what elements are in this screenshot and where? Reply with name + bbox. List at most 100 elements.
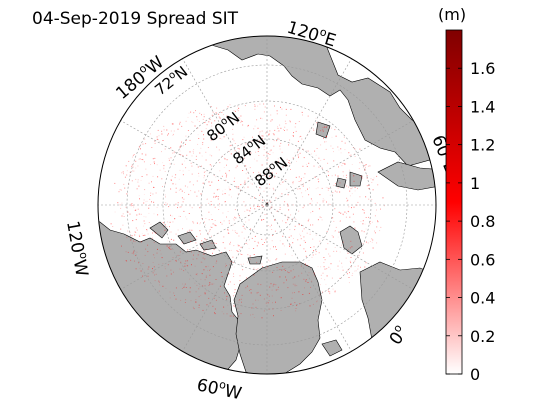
spread-speckle (332, 236, 334, 238)
spread-speckle (245, 143, 247, 145)
spread-speckle (135, 227, 137, 229)
spread-speckle (181, 125, 183, 127)
spread-speckle (263, 298, 265, 300)
spread-speckle (212, 223, 214, 225)
spread-speckle (228, 187, 230, 189)
spread-speckle (269, 201, 271, 203)
spread-speckle (351, 207, 352, 209)
spread-speckle (328, 291, 330, 293)
spread-speckle (126, 193, 128, 195)
spread-speckle (151, 201, 152, 203)
spread-speckle (353, 175, 355, 177)
spread-speckle (371, 182, 373, 183)
spread-speckle (157, 139, 159, 141)
spread-speckle (238, 315, 240, 317)
spread-speckle (127, 251, 129, 253)
spread-speckle (303, 278, 305, 280)
spread-speckle (257, 205, 258, 207)
spread-speckle (231, 196, 232, 198)
spread-speckle (238, 148, 240, 150)
spread-speckle (172, 152, 174, 154)
spread-speckle (218, 179, 219, 181)
spread-speckle (376, 226, 378, 228)
spread-speckle (263, 154, 265, 156)
spread-speckle (190, 111, 192, 113)
spread-speckle (298, 157, 299, 159)
spread-speckle (309, 187, 310, 189)
spread-speckle (251, 307, 253, 309)
spread-speckle (340, 220, 341, 222)
spread-speckle (298, 156, 300, 158)
spread-speckle (130, 203, 132, 205)
spread-speckle (377, 221, 379, 223)
spread-speckle (273, 283, 275, 285)
spread-speckle (189, 287, 191, 289)
spread-speckle (150, 195, 151, 196)
spread-speckle (130, 239, 132, 241)
spread-speckle (194, 265, 196, 267)
spread-speckle (282, 235, 284, 237)
spread-speckle (215, 112, 217, 114)
spread-speckle (303, 205, 305, 207)
spread-speckle (236, 122, 238, 124)
spread-speckle (245, 221, 247, 223)
spread-speckle (306, 135, 307, 137)
spread-speckle (322, 200, 324, 202)
spread-speckle (138, 158, 140, 160)
spread-speckle (203, 254, 205, 255)
spread-speckle (218, 116, 220, 118)
meridian-line (182, 58, 268, 206)
spread-speckle (125, 260, 127, 262)
spread-speckle (267, 259, 269, 261)
spread-speckle (281, 181, 283, 183)
spread-speckle (196, 195, 198, 197)
spread-speckle (133, 206, 135, 208)
spread-speckle (239, 118, 241, 120)
spread-speckle (119, 204, 121, 206)
spread-speckle (219, 285, 221, 287)
spread-speckle (229, 145, 231, 147)
spread-speckle (141, 159, 143, 160)
spread-speckle (138, 185, 140, 187)
spread-speckle (127, 230, 129, 232)
spread-speckle (206, 290, 208, 291)
spread-speckle (228, 194, 230, 196)
spread-speckle (246, 285, 248, 287)
spread-speckle (287, 219, 288, 221)
graticule (98, 36, 436, 374)
spread-speckle (126, 170, 128, 172)
spread-speckle (174, 218, 176, 220)
spread-speckle (280, 297, 282, 299)
spread-speckle (174, 177, 176, 179)
spread-speckle (290, 235, 292, 237)
spread-speckle (247, 243, 249, 245)
spread-speckle (273, 315, 274, 317)
spread-speckle (215, 225, 217, 227)
spread-speckle (247, 152, 249, 154)
spread-speckle (227, 106, 229, 108)
spread-speckle (319, 119, 321, 121)
spread-speckle (136, 251, 138, 253)
spread-speckle (316, 148, 318, 149)
spread-speckle (355, 270, 357, 272)
spread-speckle (233, 283, 235, 285)
spread-speckle (295, 308, 297, 309)
spread-speckle (234, 289, 236, 291)
spread-speckle (185, 299, 187, 301)
spread-speckle (219, 170, 221, 172)
spread-speckle (319, 284, 321, 286)
spread-speckle (315, 234, 317, 236)
spread-speckle (207, 265, 209, 267)
spread-speckle (274, 129, 276, 131)
spread-speckle (325, 148, 327, 150)
spread-speckle (210, 106, 212, 107)
spread-speckle (162, 285, 164, 287)
spread-speckle (240, 144, 242, 146)
spread-speckle (185, 216, 187, 218)
spread-speckle (269, 154, 271, 155)
spread-speckle (260, 198, 261, 200)
spread-speckle (156, 206, 158, 208)
spread-speckle (258, 171, 260, 173)
spread-speckle (364, 223, 366, 225)
spread-speckle (178, 215, 180, 217)
